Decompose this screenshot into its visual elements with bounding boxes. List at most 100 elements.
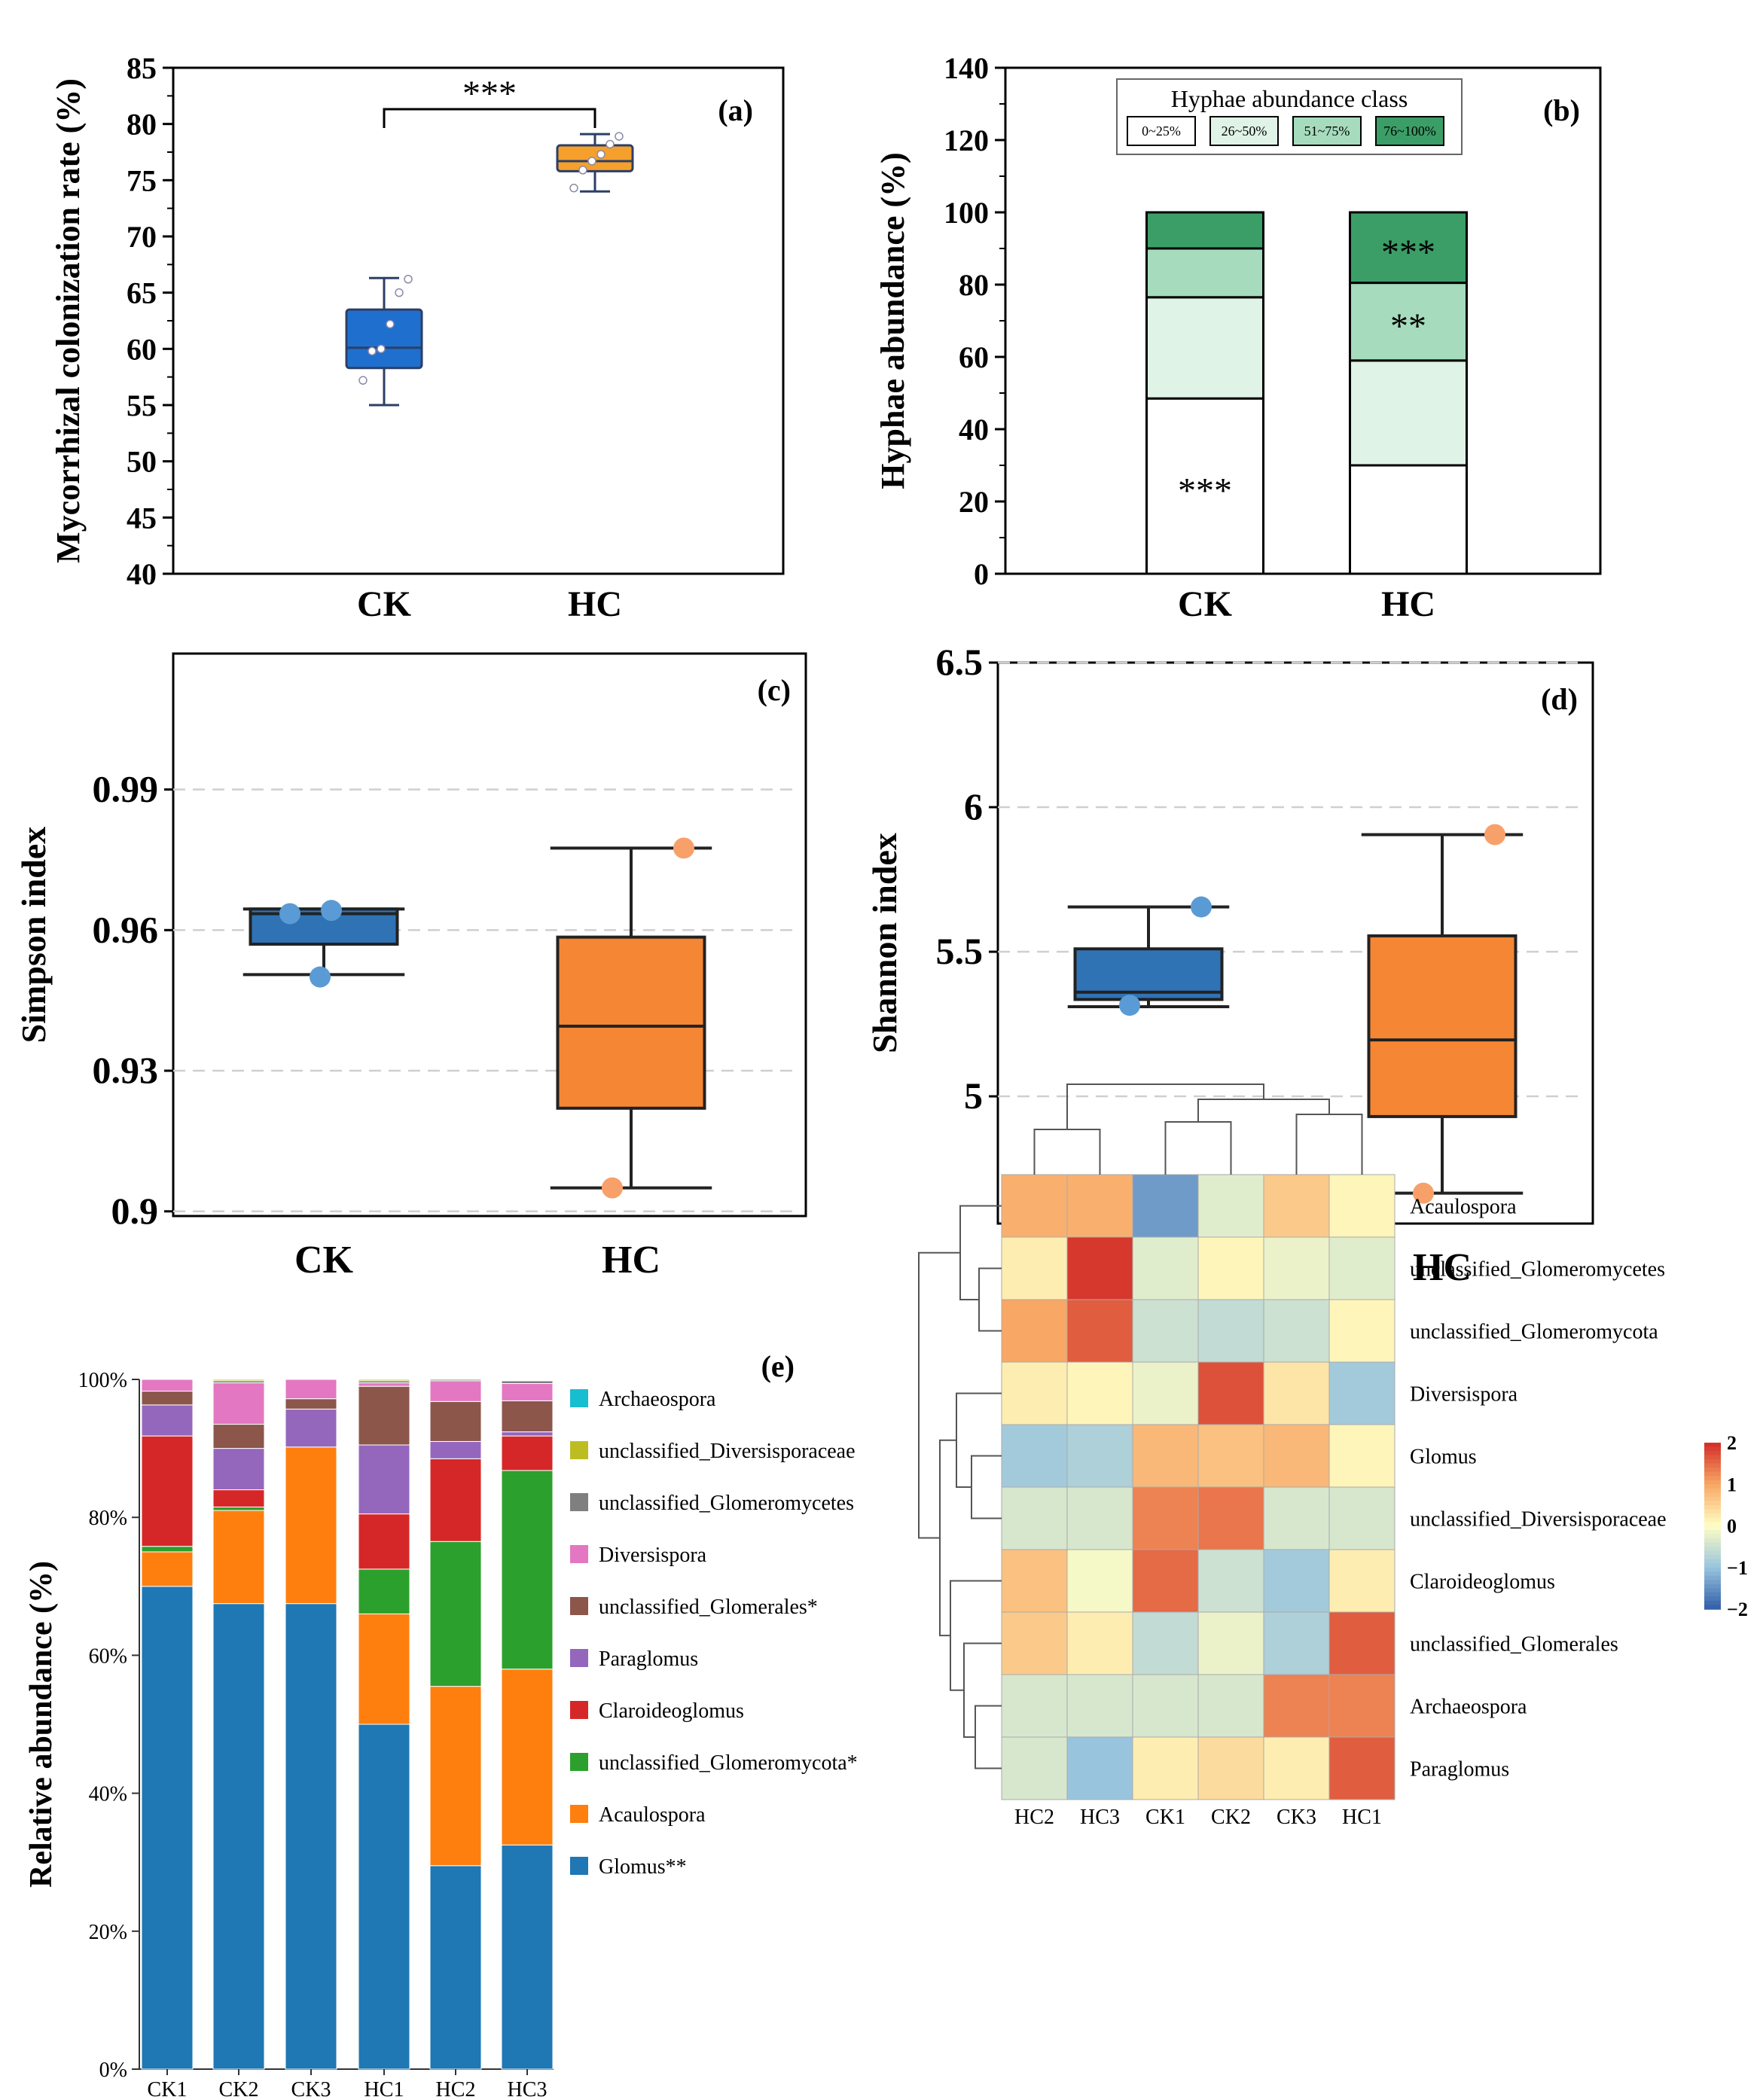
panel-f-dendrogram-branch xyxy=(950,1580,1002,1691)
panel-f-heatmap-cell xyxy=(1328,1361,1395,1425)
panel-f-colorbar-segment xyxy=(1704,1513,1721,1519)
panel-e-bar-HC1-1 xyxy=(358,1613,410,1725)
panel-a-data-point xyxy=(569,184,578,193)
panel-e-ylabel: Relative abundance (%) xyxy=(24,1561,59,1888)
panel-d-ylabel: Shannon index xyxy=(865,833,904,1053)
panel-f-heatmap-cell xyxy=(1132,1236,1199,1300)
panel-b-significance-label: ** xyxy=(1390,306,1426,346)
panel-f-heatmap-cell xyxy=(1132,1736,1199,1800)
panel-f-heatmap-cell xyxy=(1197,1299,1264,1363)
panel-e-ytick-label: 80% xyxy=(89,1507,127,1530)
panel-f-heatmap-cell xyxy=(1197,1236,1264,1300)
panel-b-legend-title: Hyphae abundance class xyxy=(1171,85,1408,112)
panel-f-colorbar-segment xyxy=(1704,1525,1721,1531)
panel-a-plot-frame xyxy=(172,66,785,575)
panel-e-bar-HC3-1 xyxy=(501,1669,554,1846)
panel-f-colorbar-segment xyxy=(1704,1484,1721,1489)
panel-b-legend-swatch xyxy=(1375,116,1444,146)
panel-e-legend-label: Archaeospora xyxy=(599,1388,716,1411)
panel-f-row-label: unclassified_Glomeromycetes xyxy=(1410,1258,1665,1282)
panel-f-colorbar-segment xyxy=(1704,1480,1721,1486)
panel-f-colorbar-segment xyxy=(1704,1605,1721,1610)
panel-a-data-point xyxy=(578,166,587,175)
panel-b-ytick-label: 0 xyxy=(974,557,989,591)
panel-f-heatmap-cell xyxy=(1263,1486,1330,1550)
panel-c-ylabel: Simpson index xyxy=(14,827,53,1044)
panel-c-plot-frame xyxy=(172,652,807,1218)
panel-f-dendrogram-branch xyxy=(963,1642,1002,1738)
panel-e-legend-label: unclassified_Diversisporaceae xyxy=(599,1440,856,1463)
panel-e-bar-CK2-6 xyxy=(212,1382,265,1425)
panel-e-bar-HC2-5 xyxy=(429,1401,482,1442)
panel-f-dendrogram-branch xyxy=(959,1205,1002,1300)
panel-b-legend-label: 76~100% xyxy=(1383,123,1436,139)
panel-b-ytick-label: 20 xyxy=(959,485,989,519)
panel-f-heatmap-cell xyxy=(1197,1174,1264,1238)
panel-f-heatmap-cell xyxy=(1328,1236,1395,1300)
panel-b-bar-CK-3 xyxy=(1145,211,1264,250)
panel-a-xtick-label: HC xyxy=(568,584,622,624)
panel-f-heatmap-cell xyxy=(1263,1236,1330,1300)
panel-b-bar-HC-1 xyxy=(1349,359,1468,467)
panel-e-bar-HC1-3 xyxy=(358,1513,410,1570)
panel-e-bar-CK2-0 xyxy=(212,1603,265,2070)
panel-f-heatmap-cell xyxy=(1132,1361,1199,1425)
panel-e-ytick-label: 60% xyxy=(89,1644,127,1668)
panel-b-panel-label: (b) xyxy=(1543,93,1580,127)
panel-e-legend-swatch xyxy=(570,1441,588,1459)
panel-b-legend-label: 0~25% xyxy=(1142,123,1181,139)
panel-f-heatmap-cell xyxy=(1132,1486,1199,1550)
panel-f-dendrogram-branch xyxy=(956,1392,1002,1488)
panel-e-legend-label: Glomus** xyxy=(599,1855,687,1879)
panel-f-colorbar-segment xyxy=(1704,1476,1721,1481)
panel-e-ytick-label: 100% xyxy=(78,1369,127,1392)
panel-e-chart: 0% 20% 40% 60% 80% 100% Relative abundance (%)… xyxy=(24,1349,858,2100)
panel-f-heatmap-cell xyxy=(1263,1424,1330,1488)
panel-f-colorbar-segment xyxy=(1704,1492,1721,1498)
panel-b-bar-HC-0 xyxy=(1349,464,1468,575)
panel-e-legend-swatch xyxy=(570,1805,588,1823)
panel-f-heatmap-cell xyxy=(1328,1611,1395,1675)
panel-a-data-point xyxy=(596,150,605,159)
panel-f-heatmap-cell xyxy=(1001,1424,1068,1488)
panel-e-legend-swatch xyxy=(570,1389,588,1407)
panel-e-bar-HC3-7 xyxy=(501,1380,554,1384)
panel-b-bar-HC-3 xyxy=(1349,211,1468,285)
panel-f-heatmap-cell xyxy=(1132,1424,1199,1488)
panel-a-chart: 40 45 50 55 60 65 70 75 80 85 Mycorrhizal coloniza… xyxy=(50,51,785,624)
panel-a-data-point xyxy=(358,376,368,385)
panel-e-bar-CK1-2 xyxy=(141,1546,194,1553)
panel-f-heatmap-cell xyxy=(1132,1674,1199,1738)
panel-f-dendrogram-branch xyxy=(918,1251,960,1539)
panel-f-chart: (f)Acaulosporaunclassified_Glomeromycete… xyxy=(918,1084,1748,1829)
panel-e-bar-HC1-0 xyxy=(358,1724,410,2070)
panel-e-legend-swatch xyxy=(570,1701,588,1719)
panel-e-panel-label: (e) xyxy=(761,1349,795,1383)
panel-b-legend-label: 51~75% xyxy=(1304,123,1350,139)
panel-f-colorbar-segment xyxy=(1704,1575,1721,1581)
panel-e-bar-CK2-1 xyxy=(212,1510,265,1605)
panel-e-legend-label: unclassified_Glomeromycota* xyxy=(599,1751,858,1775)
panel-a-ylabel: Mycorrhizal colonization rate (%) xyxy=(50,78,87,563)
panel-f-row-label: Glomus xyxy=(1410,1446,1477,1469)
panel-b-bar-CK-1 xyxy=(1145,296,1264,400)
panel-f-colorbar-segment xyxy=(1704,1580,1721,1585)
panel-f-colorbar-segment xyxy=(1704,1455,1721,1460)
panel-f-heatmap-cell xyxy=(1001,1549,1068,1613)
panel-f-colorbar-segment xyxy=(1704,1517,1721,1522)
panel-e-legend-label: Diversispora xyxy=(599,1544,707,1567)
panel-a-data-point xyxy=(395,288,404,297)
panel-f-heatmap-cell xyxy=(1197,1361,1264,1425)
panel-f-heatmap-cell xyxy=(1001,1736,1068,1800)
panel-f-heatmap-cell xyxy=(1066,1611,1133,1675)
panel-f-colorbar-tick-label: −1 xyxy=(1727,1557,1748,1579)
panel-e-legend-label: Claroideoglomus xyxy=(599,1699,744,1723)
panel-e-bar-HC3-0 xyxy=(501,1844,554,2070)
panel-e-xtick-label: CK1 xyxy=(148,2078,188,2100)
panel-f-dendrogram-branch xyxy=(971,1455,1002,1519)
panel-f-heatmap-cell xyxy=(1197,1549,1264,1613)
panel-e-legend-label: Acaulospora xyxy=(599,1803,706,1827)
panel-d-xtick-label: HC xyxy=(1413,1246,1472,1289)
panel-f-colorbar-segment xyxy=(1704,1559,1721,1565)
panel-f-heatmap-cell xyxy=(1001,1486,1068,1550)
